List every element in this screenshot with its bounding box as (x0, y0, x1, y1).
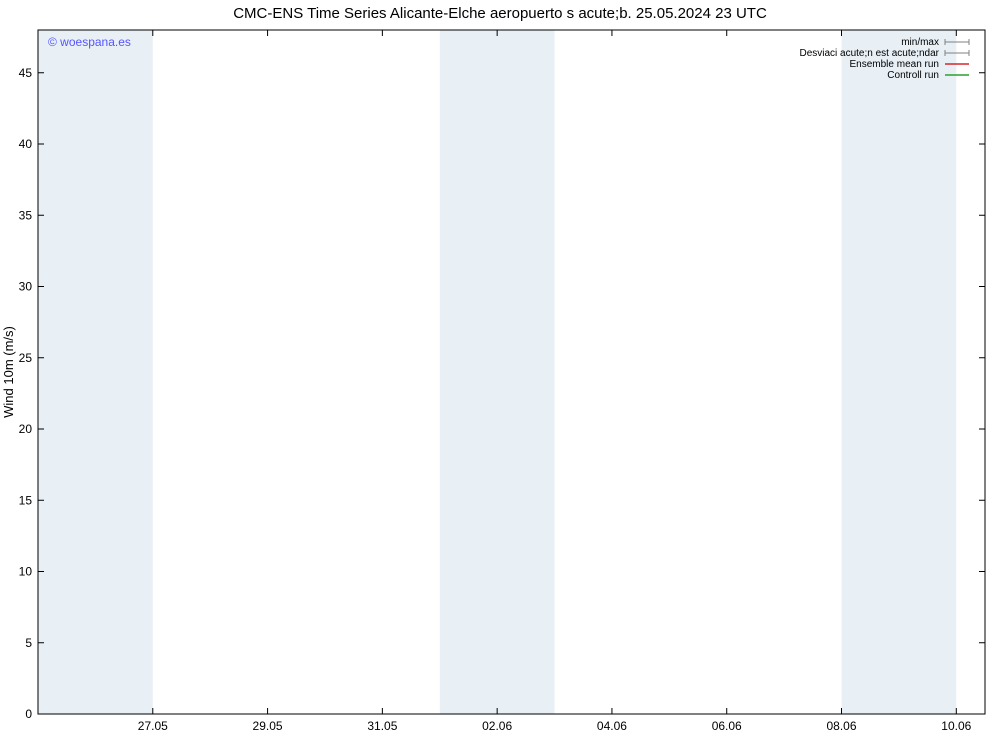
y-tick-label: 20 (19, 422, 33, 436)
x-tick-label: 31.05 (367, 719, 397, 733)
legend-label: Controll run (887, 70, 939, 81)
weekend-band (38, 30, 153, 714)
x-tick-label: 29.05 (253, 719, 283, 733)
chart-svg: 0 5 10 15 20 25 30 35 40 45 Wind 10m (m/s) 27.05 29.… (0, 0, 1000, 733)
y-tick-label: 15 (19, 493, 33, 507)
y-tick-label: 25 (19, 351, 33, 365)
y-tick-label: 45 (19, 66, 33, 80)
x-tick-label: 27.05 (138, 719, 168, 733)
x-tick-label: 10.06 (941, 719, 971, 733)
chart-title: CMC-ENS Time Series Alicante-Elche aerop… (233, 5, 767, 22)
x-tick-label: 08.06 (826, 719, 856, 733)
x-tick-label: 02.06 (482, 719, 512, 733)
legend-label: Ensemble mean run (850, 59, 940, 70)
y-tick-label: 30 (19, 280, 33, 294)
y-tick-label: 10 (19, 565, 33, 579)
y-tick-label: 40 (19, 137, 33, 151)
weekend-band (440, 30, 555, 714)
x-tick-label: 06.06 (712, 719, 742, 733)
y-tick-label: 0 (25, 707, 32, 721)
legend-label: Desviaci acute;n est acute;ndar (799, 48, 939, 59)
chart-container: 0 5 10 15 20 25 30 35 40 45 Wind 10m (m/s) 27.05 29.… (0, 0, 1000, 733)
weekend-band (842, 30, 957, 714)
watermark: © woespana.es (48, 35, 131, 49)
y-tick-label: 35 (19, 208, 33, 222)
x-tick-label: 04.06 (597, 719, 627, 733)
y-tick-label: 5 (25, 636, 32, 650)
y-axis-title: Wind 10m (m/s) (1, 326, 16, 418)
legend-label: min/max (901, 37, 939, 48)
